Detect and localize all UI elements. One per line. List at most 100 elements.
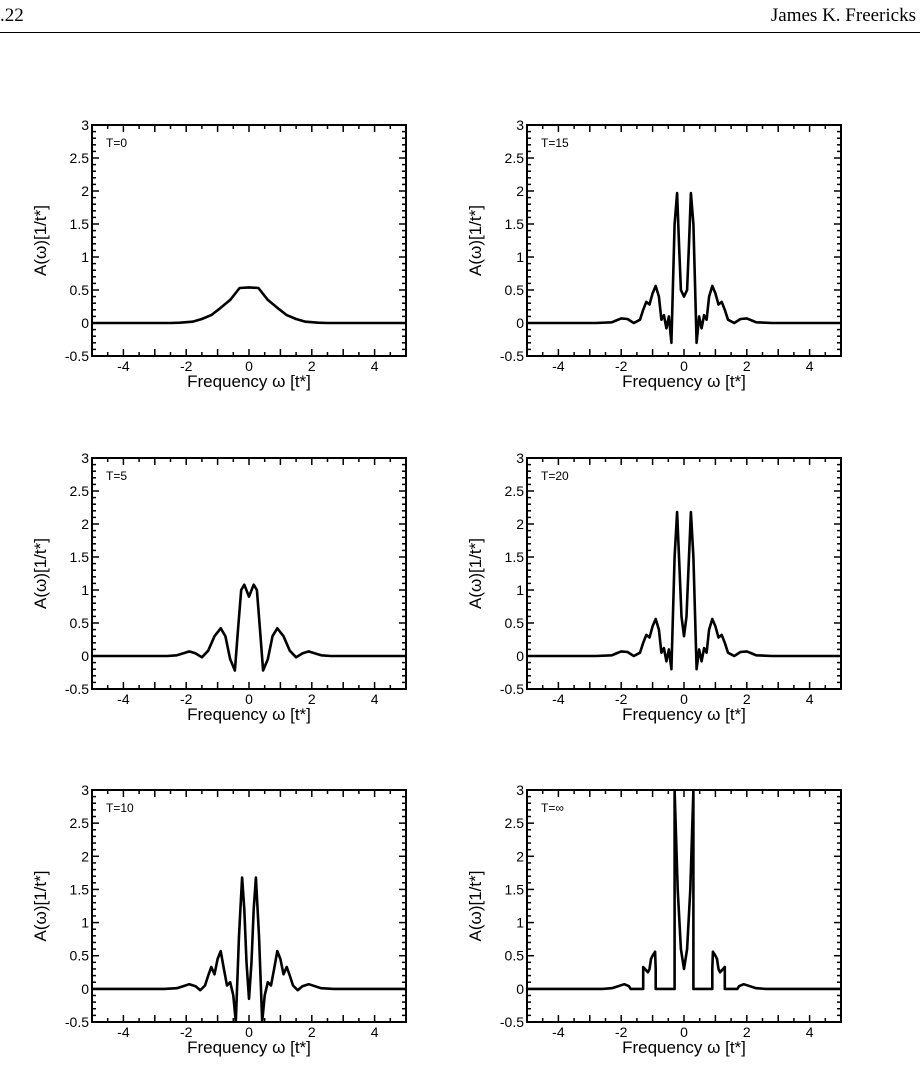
x-tick-label: 2 [743,358,751,374]
y-tick-label: 2.5 [505,815,525,831]
y-tick-label: 2.5 [505,483,525,499]
x-axis-label: Frequency ω [t*] [622,1038,746,1057]
y-tick-label: 1 [81,249,89,265]
panel-label: T=∞ [541,801,564,815]
y-tick-label: 3 [81,117,89,133]
x-axis-label: Frequency ω [t*] [622,372,746,391]
x-axis-label: Frequency ω [t*] [622,705,746,724]
y-tick-label: -0.5 [65,1014,89,1030]
y-tick-label: 0.5 [505,948,525,964]
y-tick-label: 0 [81,648,89,664]
plot-frame [526,789,842,1023]
y-tick-label: 2 [516,516,524,532]
y-tick-label: -0.5 [500,681,524,697]
chart-panel-4: -4 -2 0 2 4 -0.5 0 0.5 1 1.5 2 2.5 3 T=20 Frequency ω … [466,450,842,724]
y-tick-label: 1 [516,582,524,598]
x-tick-label: 0 [245,691,253,707]
y-tick-label: 2.5 [70,815,90,831]
x-axis-label: Frequency ω [t*] [187,372,311,391]
plot-frame [91,457,407,690]
y-tick-label: 0.5 [505,282,525,298]
x-tick-label: 2 [308,358,316,374]
y-tick-label: 1 [516,249,524,265]
x-tick-label: -4 [552,1024,565,1040]
x-tick-label: -2 [180,691,193,707]
y-axis-label: A(ω)[1/t*] [31,205,50,276]
y-tick-label: 0.5 [70,615,90,631]
x-tick-label: 4 [806,1024,814,1040]
y-tick-label: 3 [516,117,524,133]
y-tick-label: 0.5 [70,282,90,298]
x-tick-label: 4 [806,358,814,374]
x-tick-label: 0 [680,1024,688,1040]
x-tick-label: -2 [615,358,628,374]
spectral-function-line [527,790,841,991]
y-tick-label: 1.5 [505,881,525,897]
y-tick-label: 1 [516,915,524,931]
y-tick-label: 0 [81,981,89,997]
y-tick-label: 1.5 [70,881,90,897]
y-tick-label: -0.5 [500,1014,524,1030]
x-tick-label: 0 [245,1024,253,1040]
spectral-function-line [527,191,841,345]
x-tick-label: -2 [615,1024,628,1040]
y-tick-label: 1.5 [70,216,90,232]
y-tick-label: 1.5 [70,549,90,565]
x-tick-label: -2 [615,691,628,707]
y-tick-label: -0.5 [65,681,89,697]
y-tick-label: 0 [516,648,524,664]
x-tick-label: 2 [308,691,316,707]
chart-panel-2: -4 -2 0 2 4 -0.5 0 0.5 1 1.5 2 2.5 3 T=15 Frequency ω … [466,117,842,391]
y-tick-label: 1 [81,915,89,931]
x-tick-label: 2 [743,691,751,707]
y-tick-label: 2.5 [70,150,90,166]
x-tick-label: -4 [117,691,130,707]
y-tick-label: 3 [516,782,524,798]
x-tick-label: -4 [552,691,565,707]
y-tick-label: 2.5 [70,483,90,499]
chart-panel-5: -4 -2 0 2 4 -0.5 0 0.5 1 1.5 2 2.5 3 T=10 Frequency ω … [31,782,407,1057]
chart-panel-3: -4 -2 0 2 4 -0.5 0 0.5 1 1.5 2 2.5 3 T=5 Frequency ω [… [31,450,407,724]
y-tick-label: 3 [81,450,89,466]
y-tick-label: 0 [516,315,524,331]
chart-panel-1: -4 -2 0 2 4 -0.5 0 0.5 1 1.5 2 2.5 3 T=0 Frequency ω [… [31,117,407,391]
x-tick-label: -4 [117,358,130,374]
y-axis-label: A(ω)[1/t*] [466,538,485,609]
spectral-function-line [92,876,406,1022]
x-tick-label: 2 [308,1024,316,1040]
x-tick-label: 4 [371,1024,379,1040]
plot-frame [526,457,842,690]
x-tick-label: 4 [806,691,814,707]
y-axis-label: A(ω)[1/t*] [31,871,50,942]
x-tick-label: -2 [180,1024,193,1040]
y-tick-label: 0 [516,981,524,997]
y-tick-label: 1.5 [505,216,525,232]
running-author: James K. Freericks [770,5,916,26]
x-tick-label: 4 [371,691,379,707]
x-tick-label: 0 [680,358,688,374]
y-tick-label: 2 [81,183,89,199]
page-number: .22 [0,5,24,26]
plot-frame [91,124,407,357]
y-tick-label: 0 [81,315,89,331]
y-tick-label: 2 [516,183,524,199]
y-axis-label: A(ω)[1/t*] [466,871,485,942]
spectral-function-line [92,583,406,672]
y-tick-label: 2 [516,848,524,864]
x-tick-label: 0 [680,691,688,707]
x-axis-label: Frequency ω [t*] [187,1038,311,1057]
y-tick-label: -0.5 [65,348,89,364]
y-tick-label: 3 [516,450,524,466]
x-tick-label: 2 [743,1024,751,1040]
spectral-function-line [92,286,406,325]
y-axis-label: A(ω)[1/t*] [31,538,50,609]
plot-frame [91,789,407,1023]
spectral-function-line [527,510,841,671]
y-tick-label: 3 [81,782,89,798]
x-tick-label: -4 [117,1024,130,1040]
x-axis-label: Frequency ω [t*] [187,705,311,724]
y-axis-label: A(ω)[1/t*] [466,205,485,276]
x-tick-label: -4 [552,358,565,374]
y-tick-label: 0.5 [505,615,525,631]
